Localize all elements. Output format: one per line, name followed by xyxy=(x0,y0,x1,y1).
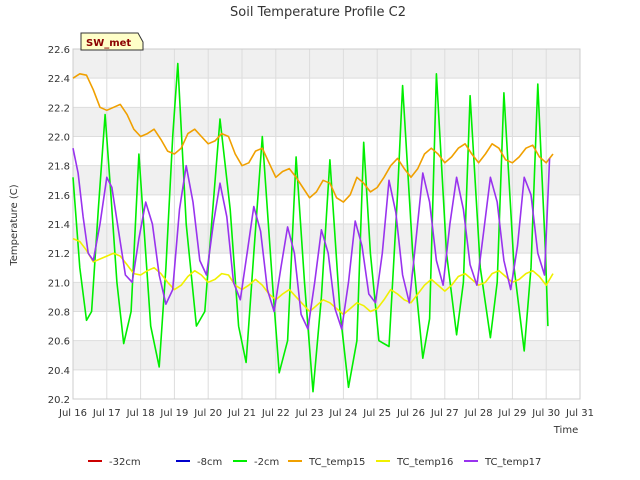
x-tick-label: Jul 24 xyxy=(328,408,357,419)
background-bands xyxy=(73,49,580,370)
x-tick-label: Jul 28 xyxy=(464,408,493,419)
x-tick-label: Jul 23 xyxy=(295,408,324,419)
x-tick-label: Jul 25 xyxy=(362,408,391,419)
band xyxy=(73,165,580,195)
x-tick-label: Jul 20 xyxy=(193,408,222,419)
y-tick-label: 21.4 xyxy=(48,220,70,231)
x-tick-label: Jul 30 xyxy=(531,408,560,419)
y-tick-label: 20.4 xyxy=(48,366,70,377)
chart-title: Soil Temperature Profile C2 xyxy=(230,5,406,20)
x-axis-label: Time xyxy=(553,425,578,436)
x-tick-label: Jul 18 xyxy=(126,408,155,419)
legend-label: TC_temp17 xyxy=(484,457,541,468)
legend-label: -8cm xyxy=(197,457,222,468)
y-axis-ticks: 20.2 20.4 20.6 20.8 21.0 21.2 21.4 21.6 21.8 22.0… xyxy=(48,45,70,406)
y-tick-label: 22.2 xyxy=(48,103,70,114)
y-tick-label: 20.6 xyxy=(48,337,70,348)
x-tick-label: Jul 16 xyxy=(58,408,87,419)
series-layer xyxy=(72,62,554,393)
badge-label: SW_met xyxy=(86,38,131,49)
series-line-tctemp16 xyxy=(72,237,554,316)
y-tick-label: 22.6 xyxy=(48,45,70,56)
legend-label: -32cm xyxy=(109,457,141,468)
x-tick-label: Jul 22 xyxy=(261,408,290,419)
x-tick-label: Jul 31 xyxy=(565,408,594,419)
x-tick-label: Jul 21 xyxy=(227,408,256,419)
badge-shape xyxy=(80,32,144,51)
y-tick-label: 22.4 xyxy=(48,74,70,85)
y-tick-label: 21.6 xyxy=(48,191,70,202)
y-tick-label: 21.2 xyxy=(48,249,70,260)
series-line-2cm xyxy=(72,62,549,393)
series-line-tctemp17 xyxy=(72,148,551,330)
legend-label: -2cm xyxy=(254,457,279,468)
y-tick-label: 22.0 xyxy=(48,133,70,144)
y-tick-label: 21.8 xyxy=(48,162,70,173)
band xyxy=(73,340,580,370)
y-tick-label: 21.0 xyxy=(48,278,70,289)
legend: -32cm -8cm -2cm TC_temp15 TC_temp16 TC_temp17 xyxy=(88,457,541,468)
plot-frame xyxy=(72,48,581,400)
legend-label: TC_temp16 xyxy=(396,457,453,468)
x-tick-label: Jul 29 xyxy=(497,408,526,419)
y-tick-label: 20.2 xyxy=(48,395,70,406)
x-tick-label: Jul 19 xyxy=(159,408,188,419)
y-tick-label: 20.8 xyxy=(48,308,70,319)
y-axis-label: Temperature (C) xyxy=(9,184,20,266)
legend-label: TC_temp15 xyxy=(308,457,365,468)
band xyxy=(73,107,580,137)
sw-met-badge: SW_met xyxy=(80,32,144,51)
x-tick-label: Jul 17 xyxy=(92,408,121,419)
series-line-tctemp15 xyxy=(72,73,554,203)
x-tick-label: Jul 27 xyxy=(430,408,459,419)
x-tick-label: Jul 26 xyxy=(396,408,425,419)
band xyxy=(73,49,580,79)
x-axis-ticks: Jul 16 Jul 17 Jul 18 Jul 19 Jul 20 Jul 21 Jul … xyxy=(58,408,594,419)
